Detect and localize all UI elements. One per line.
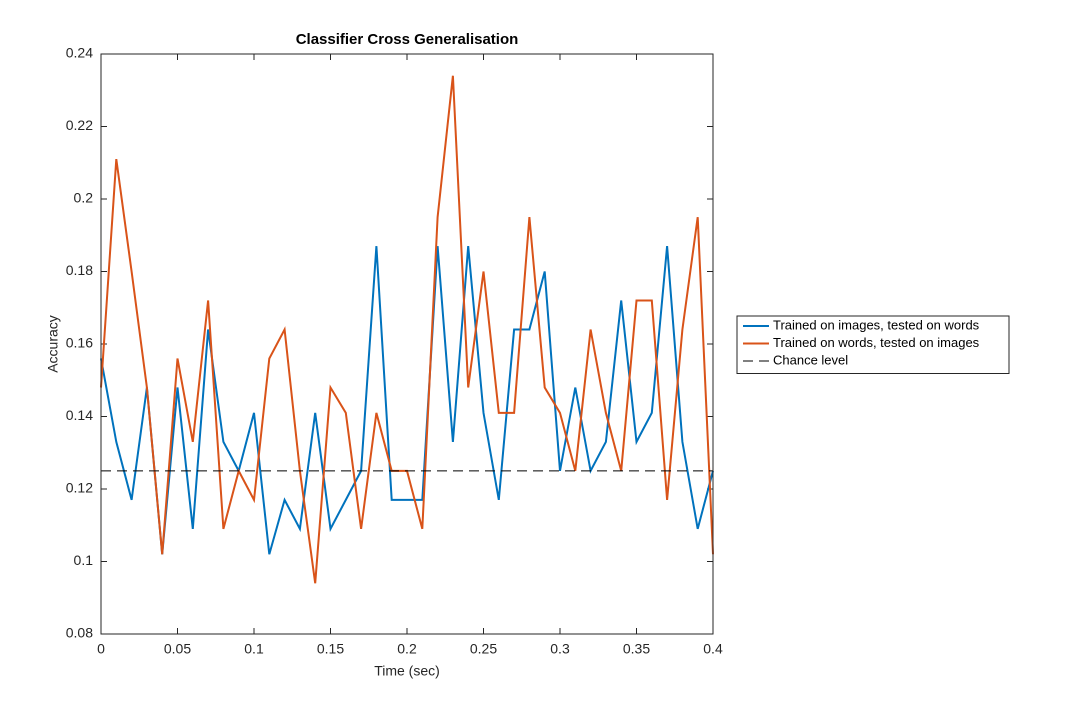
x-tick-label: 0.3 xyxy=(550,641,570,657)
legend-box xyxy=(736,315,1010,374)
x-tick-label: 0.05 xyxy=(164,641,191,657)
legend-label: Trained on images, tested on words xyxy=(773,317,980,332)
data-line xyxy=(100,246,714,555)
y-tick-label: 0.16 xyxy=(66,335,93,351)
y-tick-label: 0.22 xyxy=(66,117,93,133)
chart-title: Classifier Cross Generalisation xyxy=(296,31,519,48)
x-axis-label: Time (sec) xyxy=(374,663,440,679)
y-tick-label: 0.14 xyxy=(66,407,93,423)
x-tick-label: 0 xyxy=(97,641,105,657)
legend-label: Trained on words, tested on images xyxy=(773,335,980,350)
x-tick-label: 0.25 xyxy=(470,641,497,657)
y-axis-label: Accuracy xyxy=(45,315,61,373)
y-tick-label: 0.18 xyxy=(66,262,93,278)
y-tick-label: 0.08 xyxy=(66,625,93,641)
legend-label: Chance level xyxy=(773,352,848,367)
plot-area xyxy=(101,54,713,634)
axes-box xyxy=(100,53,714,635)
x-tick-label: 0.35 xyxy=(623,641,650,657)
y-tick-label: 0.12 xyxy=(66,480,93,496)
x-tick-label: 0.15 xyxy=(317,641,344,657)
x-tick-label: 0.4 xyxy=(703,641,723,657)
x-tick-label: 0.1 xyxy=(244,641,264,657)
y-tick-label: 0.1 xyxy=(74,552,94,568)
y-tick-label: 0.2 xyxy=(74,190,94,206)
y-tick-label: 0.24 xyxy=(66,45,93,61)
x-tick-label: 0.2 xyxy=(397,641,417,657)
